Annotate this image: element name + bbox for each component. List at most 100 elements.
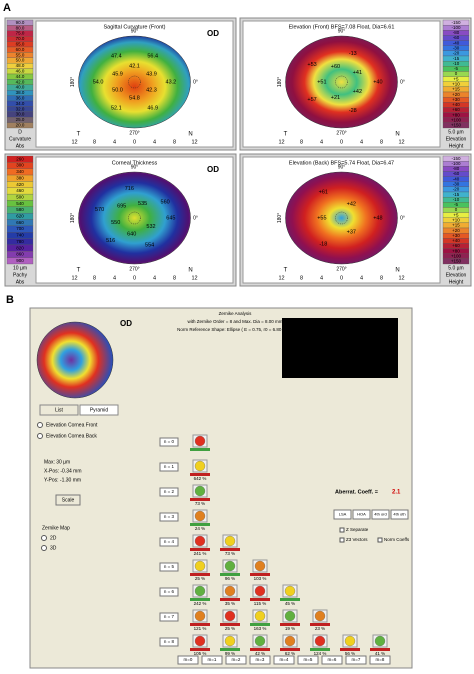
- legend-label: 20.0: [16, 122, 25, 127]
- order-box: [159, 612, 179, 622]
- coeff-icon: [254, 610, 266, 622]
- coeff-percent: 19 %: [285, 626, 295, 631]
- compass-label: 180°: [277, 77, 283, 87]
- compass-label: 0°: [400, 215, 405, 221]
- button[interactable]: [371, 509, 390, 520]
- legend-footer: Elevation: [446, 136, 467, 142]
- panel-label: B: [6, 294, 14, 306]
- coeff-bar: [310, 648, 330, 651]
- map-value: +42: [353, 89, 362, 95]
- button[interactable]: [390, 509, 409, 520]
- radio[interactable]: [37, 433, 43, 439]
- legend-label: 70.0: [16, 36, 25, 41]
- m-button[interactable]: [273, 655, 295, 665]
- legend-label: +30: [452, 233, 460, 238]
- eye-label: OD: [120, 319, 132, 328]
- compass-label: T: [284, 132, 288, 138]
- coeff-percent: 25 %: [225, 626, 235, 631]
- eye-label: OD: [207, 165, 219, 174]
- legend-label: +20: [452, 228, 460, 233]
- legend-footer: 5.0 µm: [448, 129, 463, 135]
- radio[interactable]: [41, 545, 47, 551]
- legend-label: 780: [16, 239, 24, 244]
- legend-label: 25.0: [16, 117, 25, 122]
- axis-tick: 12: [71, 139, 77, 145]
- position-text: Max: 30 µm: [44, 459, 70, 465]
- coeff-icon: [374, 635, 386, 647]
- legend-label: 340: [16, 169, 24, 174]
- m-button[interactable]: [225, 655, 247, 665]
- tab[interactable]: [39, 404, 79, 416]
- order-label: n = 5: [164, 564, 175, 569]
- axis-tick: 8: [300, 275, 303, 281]
- checkbox[interactable]: [339, 527, 345, 533]
- axis-tick: 8: [173, 139, 176, 145]
- legend-footer: Curvature: [9, 136, 31, 142]
- map-value: -13: [349, 51, 357, 57]
- legend-label: +5: [453, 212, 459, 217]
- legend-label: 820: [16, 245, 24, 250]
- m-button[interactable]: [249, 655, 271, 665]
- coeff-icon: [284, 635, 296, 647]
- map-value: 43.9: [146, 71, 157, 77]
- radio[interactable]: [41, 535, 47, 541]
- coeff-percent: 242 %: [194, 601, 207, 606]
- legend-label: -100: [451, 25, 461, 30]
- button[interactable]: [352, 509, 371, 520]
- legend-label: +100: [451, 117, 462, 122]
- map-surface: [285, 171, 398, 265]
- legend-label: +150: [451, 123, 462, 128]
- eye-label: OD: [207, 29, 219, 38]
- map-title: Elevation (Back) BFS=5.74 Float, Dia=6.4…: [289, 160, 394, 166]
- radio[interactable]: [37, 422, 43, 428]
- legend-label: -20: [453, 187, 460, 192]
- m-button[interactable]: [297, 655, 319, 665]
- button[interactable]: [333, 509, 352, 520]
- coeff-icon: [194, 585, 206, 597]
- order-label: n = 8: [164, 639, 175, 644]
- m-label: m=1: [208, 657, 217, 662]
- radio-label: 2D: [50, 535, 57, 541]
- m-button[interactable]: [369, 655, 391, 665]
- coeff-bar: [250, 648, 270, 651]
- legend-footer: Elevation: [446, 272, 467, 278]
- map-value: 516: [106, 238, 115, 244]
- m-button[interactable]: [177, 655, 199, 665]
- checkbox[interactable]: [377, 537, 383, 543]
- coeff-icon: [224, 610, 236, 622]
- compass-label: 180°: [70, 77, 76, 87]
- checkbox[interactable]: [339, 537, 345, 543]
- panel-label: A: [3, 2, 11, 14]
- map-value: 560: [161, 199, 170, 205]
- tab[interactable]: [79, 404, 119, 416]
- legend-label: +15: [452, 223, 460, 228]
- coeff-bar: [190, 548, 210, 551]
- legend-label: 0: [455, 207, 458, 212]
- m-button[interactable]: [321, 655, 343, 665]
- compass-label: 90°: [131, 164, 139, 170]
- coeff-percent: 73 %: [195, 501, 205, 506]
- legend-label: 380: [16, 175, 24, 180]
- legend-label: 48.0: [16, 63, 25, 68]
- legend-label: +5: [453, 76, 459, 81]
- legend-label: -40: [453, 40, 460, 45]
- legend-label: 700: [16, 226, 24, 231]
- compass-label: N: [188, 132, 192, 138]
- scale-button[interactable]: [55, 494, 81, 506]
- m-button[interactable]: [201, 655, 223, 665]
- m-label: m=2: [232, 657, 241, 662]
- axis-tick: 4: [320, 139, 323, 145]
- coeff-percent: 103 %: [254, 576, 267, 581]
- legend-label: 36.0: [16, 95, 25, 100]
- coeff-percent: 73 %: [225, 551, 235, 556]
- button-label: HOA: [357, 512, 366, 517]
- button-label: Scale: [62, 497, 75, 503]
- legend-label: +40: [452, 102, 460, 107]
- legend-swatch: [6, 257, 34, 265]
- coeff-bar: [340, 648, 360, 651]
- m-button[interactable]: [345, 655, 367, 665]
- position-text: X-Pos: -0.34 mm: [44, 468, 82, 474]
- coeff-percent: 23 %: [315, 626, 325, 631]
